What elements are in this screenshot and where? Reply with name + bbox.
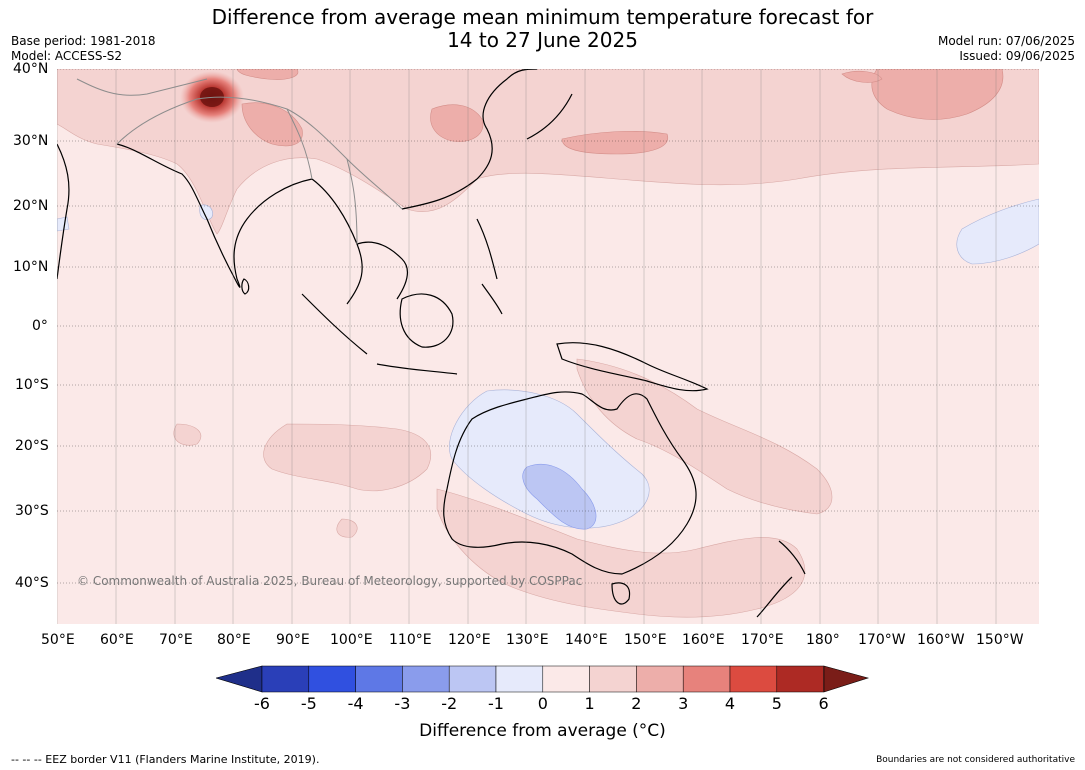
colorbar-cell: [542, 665, 590, 693]
lon-label-130e: 130°E: [506, 632, 549, 648]
map-title-line2: 14 to 27 June 2025: [447, 28, 638, 52]
lon-label-180: 180°: [806, 632, 840, 648]
colorbar-cell: [261, 665, 310, 693]
lon-label-160e: 160°E: [682, 632, 725, 648]
lat-label-20n: 20°N: [13, 198, 49, 214]
coastlines: [57, 69, 806, 618]
colorbar-tick-label: -1: [488, 694, 504, 713]
colorbar-tick-label: 6: [818, 694, 829, 713]
colorbar-cell: [729, 665, 778, 693]
colorbar-tick-label: -6: [254, 694, 270, 713]
lat-label-30s: 30°S: [15, 503, 49, 519]
lon-label-60e: 60°E: [100, 632, 134, 648]
lon-label-110e: 110°E: [389, 632, 432, 648]
anomaly-1-to-2-regions: [57, 69, 1039, 618]
colorbar-cell: [308, 665, 356, 693]
colorbar-tick-label: -5: [300, 694, 317, 713]
anomaly-2-to-3-regions: [236, 69, 1004, 155]
anomaly-minus-1-to-0-regions: [57, 198, 1039, 529]
lat-label-10s: 10°S: [15, 377, 49, 393]
lon-label-160w: 160°W: [917, 632, 965, 648]
lat-label-equator: 0°: [32, 318, 48, 334]
model-name: Model: ACCESS-S2: [11, 49, 123, 63]
base-period: Base period: 1981-2018: [11, 34, 156, 48]
colorbar-tick-label: -4: [347, 694, 364, 713]
eez-border-note: -- -- -- EEZ border V11 (Flanders Marine…: [11, 753, 320, 766]
lat-label-40n: 40°N: [13, 61, 49, 77]
forecast-map: [57, 69, 1039, 624]
colorbar-tick-label: -3: [394, 694, 411, 713]
colorbar-tick-label: 5: [771, 694, 782, 713]
colorbar-tick-label: 3: [678, 694, 689, 713]
colorbar-cell: [682, 665, 731, 693]
lat-label-20s: 20°S: [15, 438, 49, 454]
model-run: Model run: 07/06/2025: [937, 34, 1075, 48]
colorbar-cell: [402, 665, 450, 693]
anomaly-minus-2-to-minus-1-region: [522, 463, 597, 530]
colorbar-cell: [355, 665, 403, 693]
colorbar-tick-label: 4: [724, 694, 736, 713]
lat-label-40s: 40°S: [15, 575, 49, 591]
lon-label-120e: 120°E: [448, 632, 491, 648]
copyright-notice: © Commonwealth of Australia 2025, Bureau…: [77, 574, 583, 588]
colorbar: [216, 665, 870, 693]
lon-label-150e: 150°E: [624, 632, 667, 648]
lon-label-80e: 80°E: [217, 632, 251, 648]
lon-label-150w: 150°W: [976, 632, 1024, 648]
colorbar-tick-label: 1: [584, 694, 595, 713]
colorbar-tick-label: 0: [537, 694, 548, 713]
colorbar-cell: [636, 665, 684, 693]
longitude-gridlines: [57, 69, 997, 624]
boundaries-disclaimer: Boundaries are not considered authoritat…: [876, 755, 1075, 765]
colorbar-cell: [448, 665, 497, 693]
map-title-line1: Difference from average mean minimum tem…: [211, 5, 874, 29]
lon-label-100e: 100°E: [330, 632, 373, 648]
lon-label-50e: 50°E: [41, 632, 75, 648]
colorbar-tick-label: -2: [441, 694, 458, 713]
lat-label-30n: 30°N: [13, 133, 49, 149]
issued-date: Issued: 09/06/2025: [959, 49, 1075, 63]
colorbar-cell: [776, 665, 824, 693]
colorbar-cell: [589, 665, 637, 693]
lon-label-70e: 70°E: [159, 632, 193, 648]
colorbar-arrow-high: [823, 665, 870, 693]
lat-label-10n: 10°N: [13, 259, 49, 275]
lon-label-170w: 170°W: [858, 632, 906, 648]
lon-label-140e: 140°E: [565, 632, 608, 648]
lon-label-170e: 170°E: [741, 632, 784, 648]
colorbar-tick-label: 2: [631, 694, 642, 713]
lon-label-90e: 90°E: [276, 632, 310, 648]
colorbar-label: Difference from average (°C): [419, 721, 666, 741]
colorbar-cell: [495, 665, 544, 693]
country-borders: [76, 78, 403, 245]
colorbar-arrow-low: [216, 665, 263, 693]
